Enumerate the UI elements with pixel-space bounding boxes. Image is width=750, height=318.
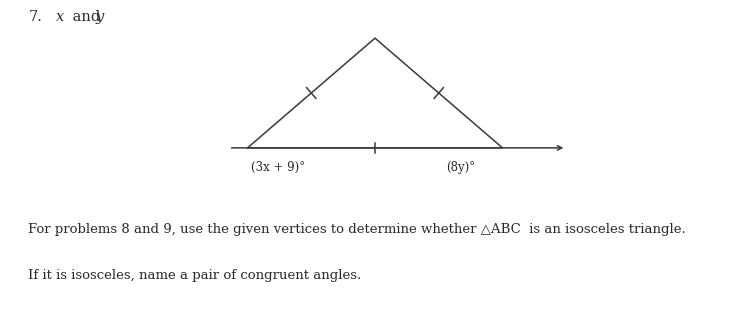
Text: (3x + 9)°: (3x + 9)° [251,161,305,174]
Text: (8y)°: (8y)° [446,161,476,174]
Text: For problems 8 and 9, use the given vertices to determine whether △ABC  is an is: For problems 8 and 9, use the given vert… [28,223,686,236]
Text: If it is isosceles, name a pair of congruent angles.: If it is isosceles, name a pair of congr… [28,269,362,282]
Text: x: x [56,10,64,24]
Text: y: y [96,10,104,24]
Text: 7.: 7. [28,10,42,24]
Text: and: and [68,10,104,24]
